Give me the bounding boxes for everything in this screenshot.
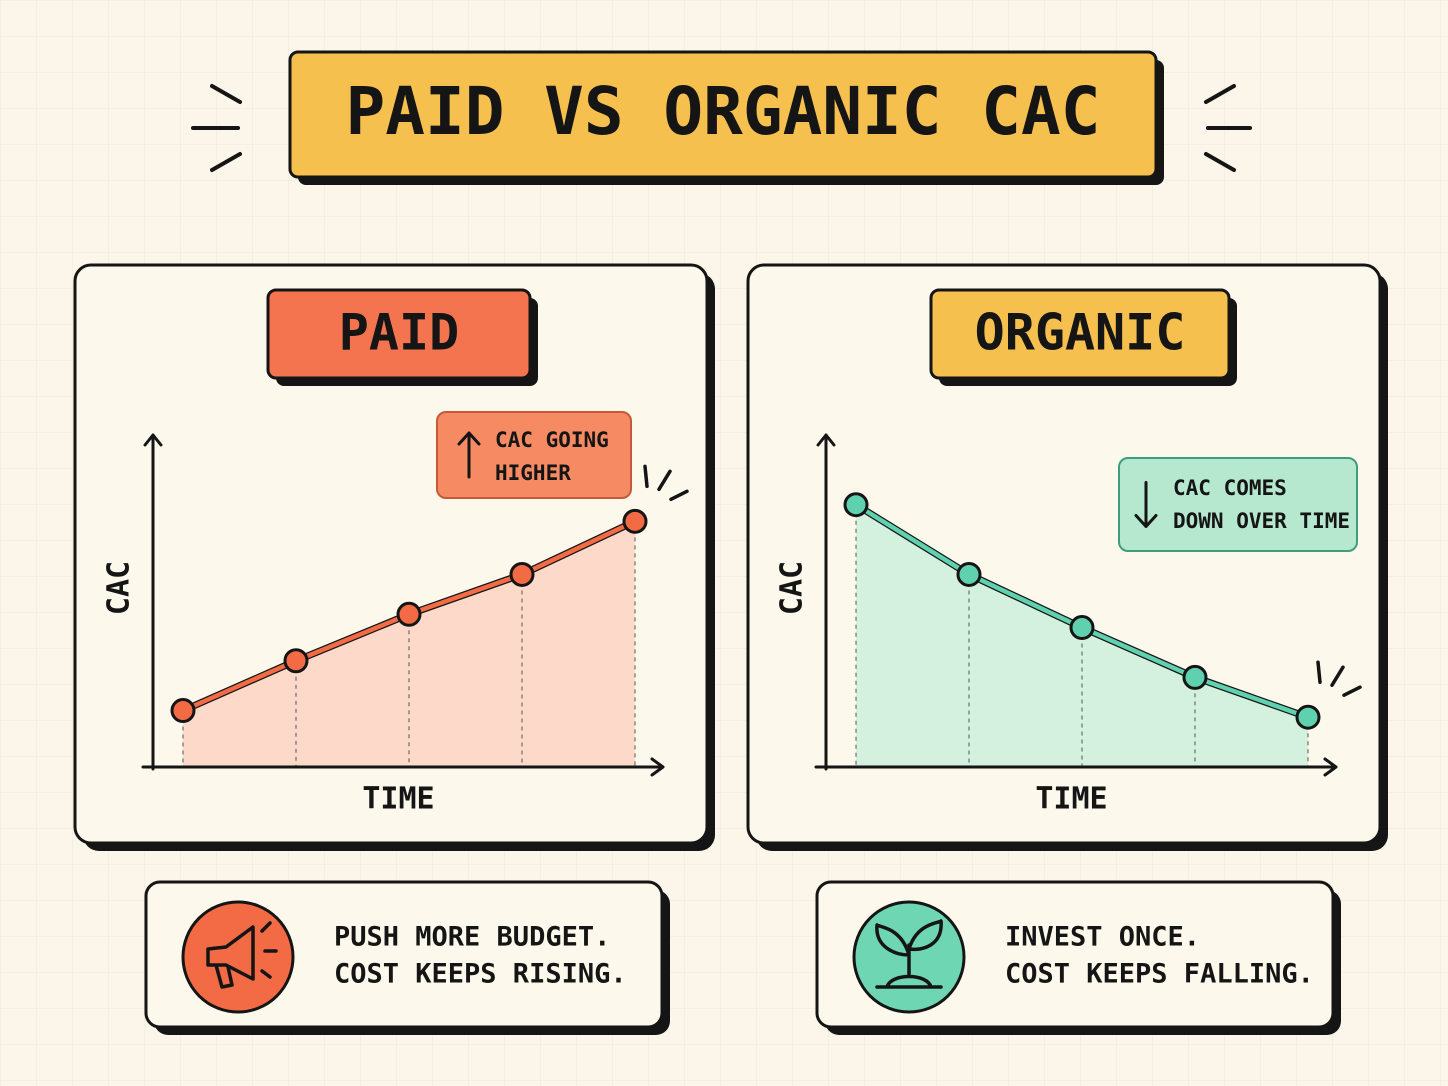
trend-arrow bbox=[457, 431, 481, 479]
annotation-text: CAC COMES bbox=[1173, 476, 1287, 500]
sprout-icon bbox=[875, 919, 943, 989]
data-point bbox=[396, 601, 422, 627]
y-axis bbox=[816, 433, 836, 771]
data-point bbox=[1182, 664, 1208, 690]
megaphone-icon bbox=[206, 921, 278, 989]
data-point bbox=[509, 561, 535, 587]
title: PAID VS ORGANIC CAC bbox=[346, 73, 1101, 150]
footer-text: COST KEEPS RISING. bbox=[334, 959, 627, 990]
point-sparks bbox=[1316, 660, 1362, 697]
data-point bbox=[622, 508, 648, 534]
annotation-text: DOWN OVER TIME bbox=[1173, 509, 1350, 533]
title-box bbox=[288, 50, 1158, 179]
title-sparks bbox=[191, 84, 1252, 172]
panel-title: ORGANIC bbox=[975, 304, 1186, 362]
y-axis bbox=[143, 433, 163, 771]
panel-title: PAID bbox=[339, 304, 459, 362]
annotation-text: HIGHER bbox=[495, 461, 571, 485]
annotation-box bbox=[436, 411, 632, 499]
annotation-box bbox=[1118, 457, 1358, 552]
annotation-text: CAC GOING bbox=[495, 428, 609, 452]
data-point bbox=[956, 561, 982, 587]
badge bbox=[929, 288, 1231, 380]
icon-circle bbox=[181, 900, 295, 1014]
footer-text: PUSH MORE BUDGET. bbox=[334, 922, 610, 953]
data-point bbox=[1069, 615, 1095, 641]
footer-text: INVEST ONCE. bbox=[1005, 922, 1200, 953]
y-axis-label: CAC bbox=[775, 561, 810, 615]
trend-arrow bbox=[1134, 481, 1158, 528]
x-axis-label: TIME bbox=[362, 782, 434, 817]
x-axis bbox=[814, 757, 1338, 777]
data-point bbox=[1295, 704, 1321, 730]
data-point bbox=[283, 648, 309, 674]
point-sparks bbox=[643, 464, 689, 502]
data-point bbox=[170, 698, 196, 724]
x-axis bbox=[141, 757, 665, 777]
footer-text: COST KEEPS FALLING. bbox=[1005, 959, 1314, 990]
x-axis-label: TIME bbox=[1035, 782, 1107, 817]
y-axis-label: CAC bbox=[102, 561, 137, 615]
data-point bbox=[843, 492, 869, 518]
badge bbox=[266, 288, 532, 380]
